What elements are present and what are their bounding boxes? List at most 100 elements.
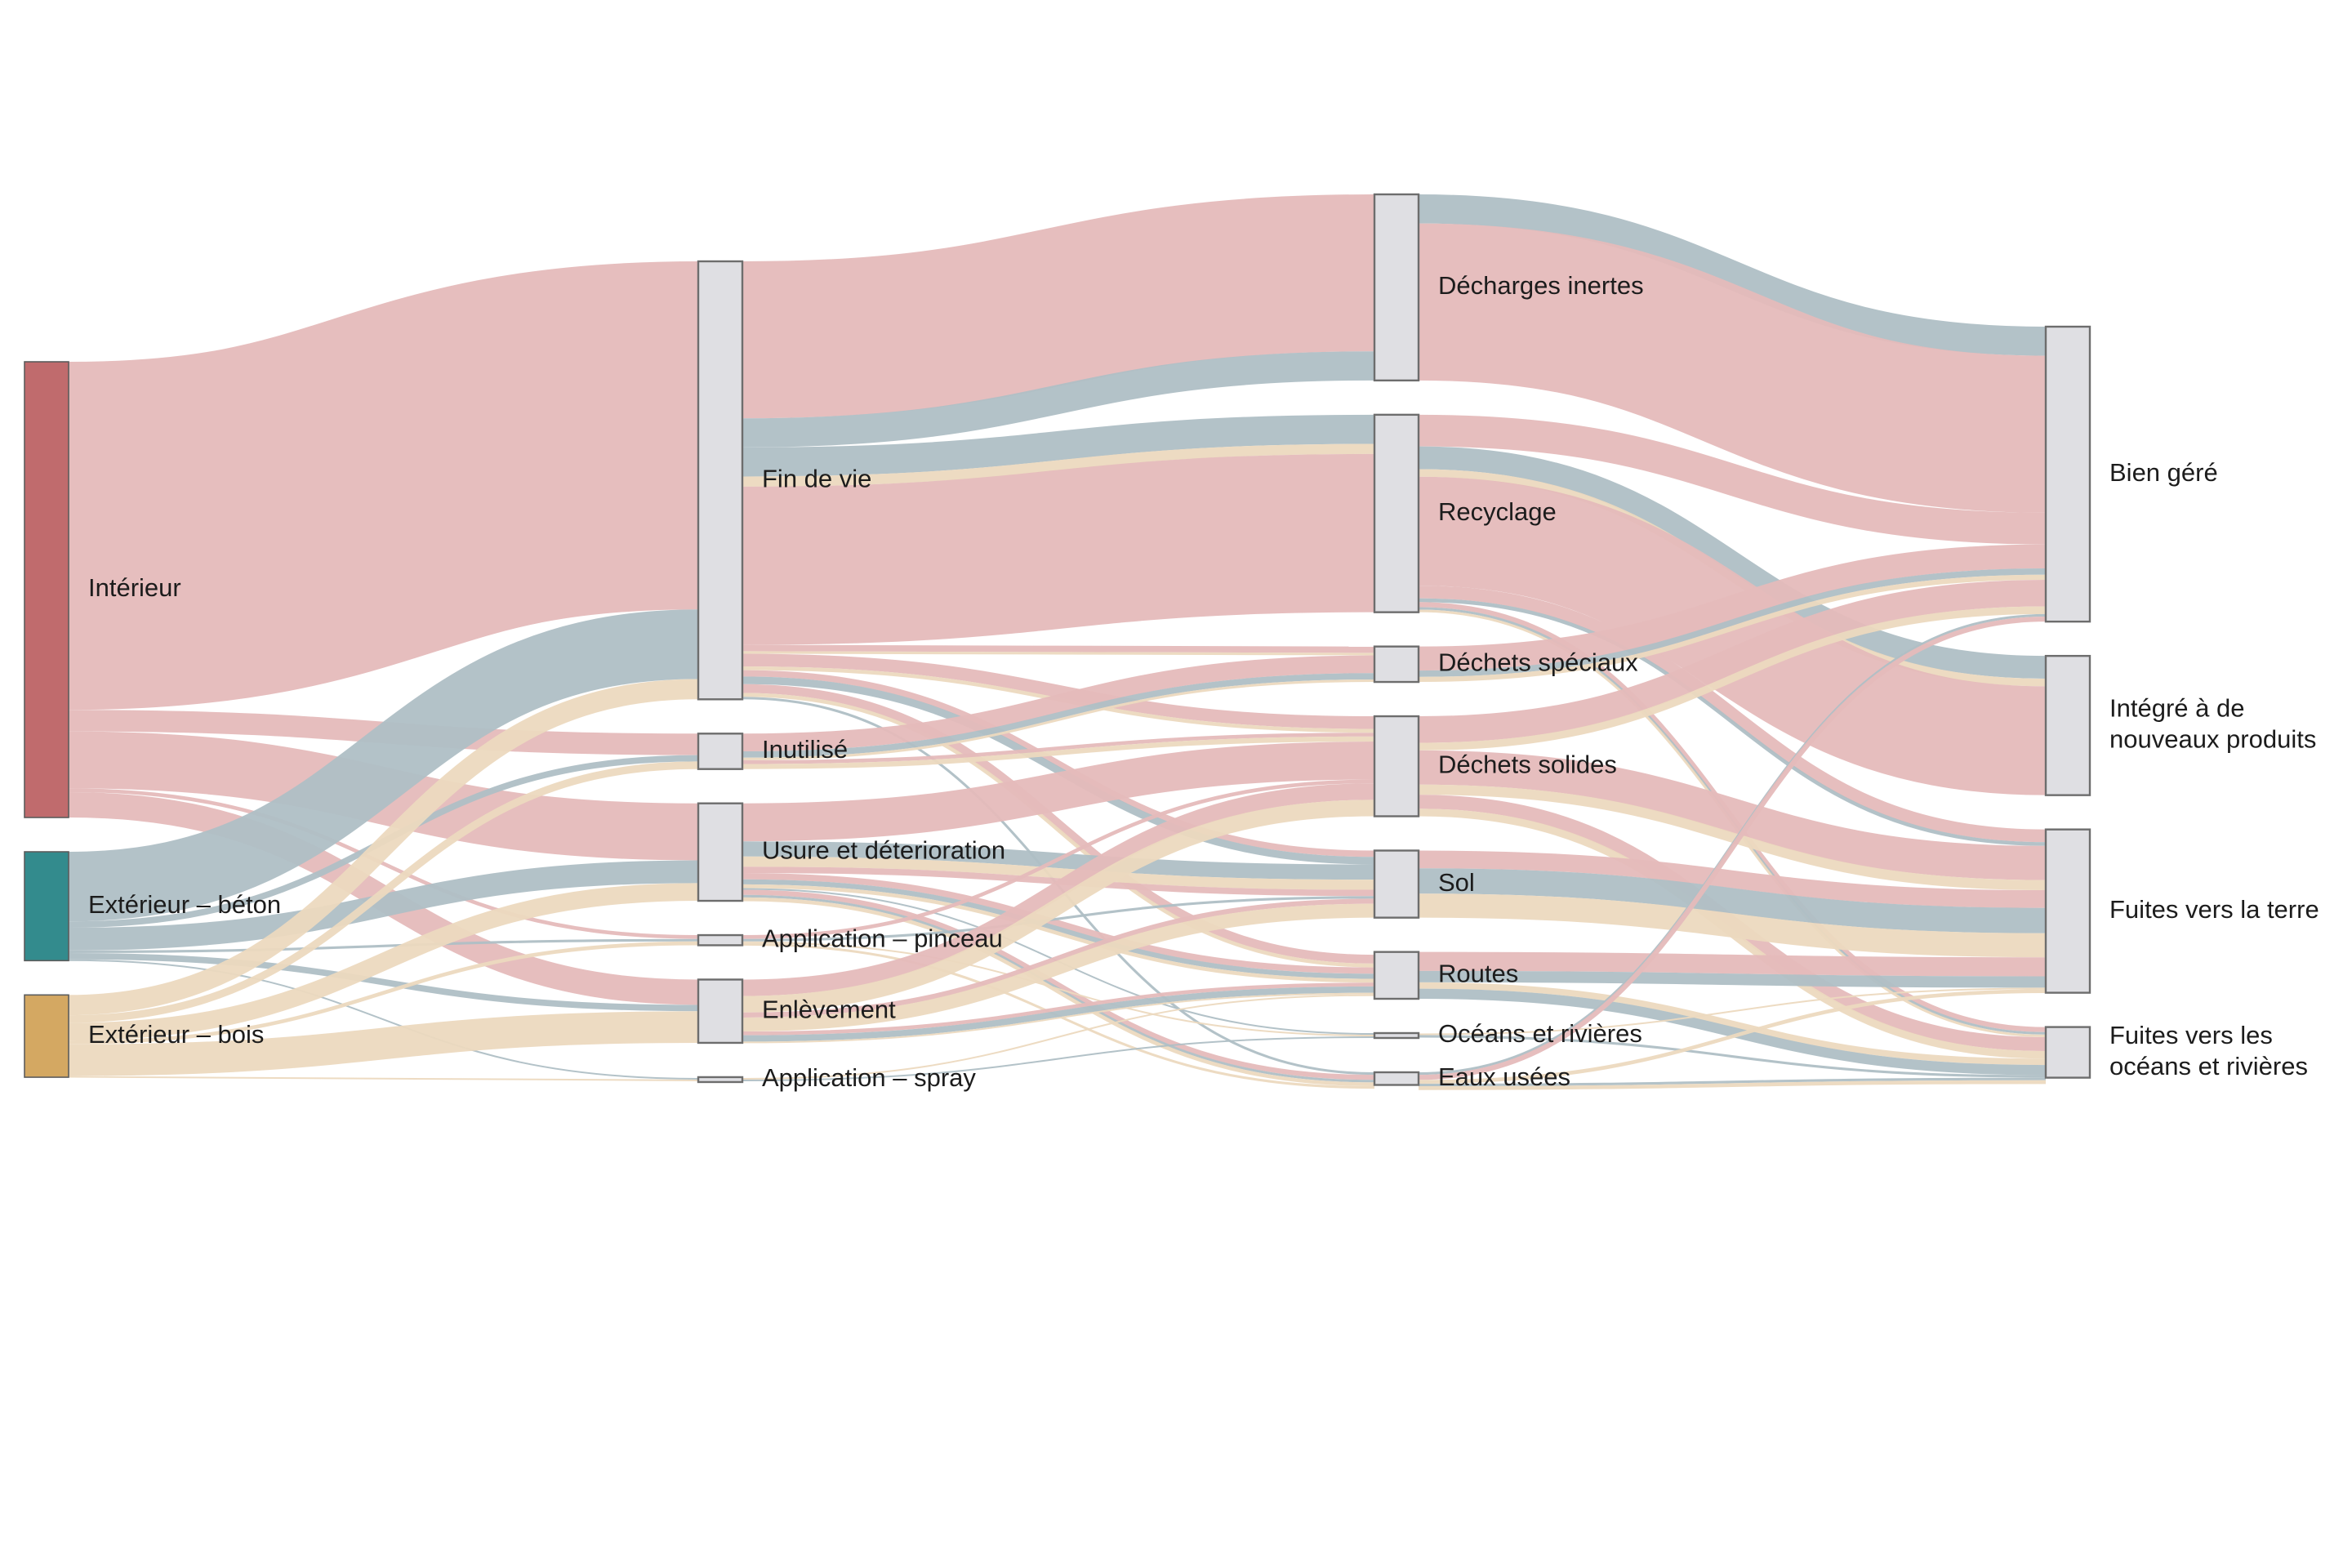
flow-fin_de_vie-to-sol (742, 676, 1375, 865)
flow-ext_bois-to-app_spray (68, 1076, 699, 1081)
flow-enlevement-to-dechets_solides (742, 800, 1375, 1013)
node-dechets_solides (1373, 715, 1420, 817)
node-app_pinceau (697, 933, 744, 947)
node-ext_bois (24, 994, 69, 1078)
label-inutilise: Inutilisé (762, 735, 848, 764)
flow-enlevement-to-dechets_solides (742, 783, 1375, 996)
flow-enlevement-to-sol (742, 903, 1375, 1031)
label-interieur: Intérieur (88, 573, 181, 602)
label-integre-line-1: Intégré à de (2109, 694, 2244, 723)
flow-oceans_rivieres-to-fuites_terre (1418, 987, 2047, 1036)
node-sol (1373, 849, 1420, 919)
label-decharges: Décharges inertes (1438, 271, 1644, 300)
label-recyclage: Recyclage (1438, 497, 1557, 526)
flow-usure-to-sol (742, 856, 1375, 890)
flow-eaux_usees-to-bien_gere (1418, 616, 2047, 1080)
label-usure: Usure et déterioration (762, 836, 1005, 865)
label-ext_bois: Extérieur – bois (88, 1020, 264, 1049)
flow-fin_de_vie-to-dechets_speciaux (742, 644, 1375, 653)
node-bien_gere (2044, 325, 2091, 623)
flow-fin_de_vie-to-dechets_solides (742, 653, 1375, 729)
flow-inutilise-to-dechets_solides (742, 733, 1375, 764)
flow-sol-to-fuites_terre (1418, 893, 2047, 958)
flow-enlevement-to-routes (742, 982, 1375, 1036)
flow-recyclage-to-fuites_terre (1418, 598, 2047, 846)
label-fin_de_vie: Fin de vie (762, 464, 871, 492)
flow-inutilise-to-dechets_speciaux (742, 679, 1375, 760)
flow-sol-to-fuites_terre (1418, 868, 2047, 933)
flow-dechets_speciaux-to-bien_gere (1418, 568, 2047, 677)
flow-recyclage-to-bien_gere (1418, 414, 2047, 545)
node-fin_de_vie (697, 260, 744, 701)
flow-usure-to-routes (742, 879, 1375, 979)
flow-ext_beton-to-app_spray (68, 959, 699, 1080)
flow-app_pinceau-to-oceans_rivieres (742, 941, 1375, 1036)
node-dechets_speciaux (1373, 645, 1420, 684)
flow-fin_de_vie-to-sol (742, 670, 1375, 858)
flow-ext_bois-to-app_pinceau (68, 941, 699, 1045)
node-interieur (24, 361, 69, 818)
flow-usure-to-eaux_usees (742, 897, 1375, 1087)
flow-recyclage-to-integre (1418, 476, 2047, 795)
label-eaux_usees: Eaux usées (1438, 1062, 1570, 1091)
label-bien_gere: Bien géré (2109, 458, 2218, 487)
flow-dechets_speciaux-to-bien_gere (1418, 574, 2047, 683)
flow-fin_de_vie-to-decharges (742, 351, 1375, 448)
node-eaux_usees (1373, 1071, 1420, 1086)
node-routes (1373, 951, 1420, 1000)
flow-ext_bois-to-inutilise (68, 761, 699, 1023)
label-oceans_rivieres: Océans et rivières (1438, 1019, 1642, 1048)
flow-usure-to-routes (742, 872, 1375, 974)
label-app_pinceau: Application – pinceau (762, 924, 1003, 952)
flow-fin_de_vie-to-routes (742, 684, 1375, 964)
label-fuites_oceans-line-2: océans et rivières (2109, 1052, 2308, 1080)
flow-oceans_rivieres-to-fuites_oceans (1418, 1035, 2047, 1078)
flow-eaux_usees-to-fuites_oceans (1418, 1077, 2047, 1087)
flow-recyclage-to-integre (1418, 446, 2047, 679)
node-decharges (1373, 193, 1420, 382)
flow-enlevement-to-routes (742, 992, 1375, 1044)
flow-fin_de_vie-to-recyclage (742, 414, 1375, 477)
flow-app_spray-to-routes (742, 994, 1375, 1080)
flow-fin_de_vie-to-recyclage (742, 453, 1375, 645)
flow-sol-to-fuites_terre (1418, 850, 2047, 908)
node-oceans_rivieres (1373, 1031, 1420, 1040)
flow-dechets_solides-to-bien_gere (1418, 580, 2047, 743)
flow-ext_beton-to-fin_de_vie (68, 609, 699, 922)
label-dechets_solides: Déchets solides (1438, 750, 1617, 778)
flow-inutilise-to-dechets_speciaux (742, 655, 1375, 751)
flow-eaux_usees-to-fuites_terre (1418, 989, 2047, 1084)
flow-fin_de_vie-to-routes (742, 693, 1375, 968)
node-enlevement (697, 978, 744, 1045)
node-app_spray (697, 1076, 744, 1084)
flow-usure-to-dechets_solides (742, 742, 1375, 842)
flow-routes-to-fuites_oceans (1418, 982, 2047, 1066)
flow-dechets_solides-to-bien_gere (1418, 606, 2047, 751)
flow-ext_beton-to-enlevement (68, 953, 699, 1012)
labels-layer: Intérieur Extérieur – béton Extérieur – bo… (88, 271, 2319, 1092)
node-inutilise (697, 733, 744, 770)
label-routes: Routes (1438, 960, 1518, 988)
flow-interieur-to-fin_de_vie (67, 261, 700, 710)
flow-inutilise-to-dechets_speciaux (742, 673, 1375, 758)
flow-dechets_speciaux-to-bien_gere (1418, 544, 2047, 671)
node-ext_beton (24, 851, 69, 962)
flow-fin_de_vie-to-recyclage (742, 443, 1375, 487)
label-integre-line-2: nouveaux produits (2109, 725, 2316, 754)
flow-app_spray-to-oceans_rivieres (742, 1036, 1375, 1081)
label-fuites_terre: Fuites vers la terre (2109, 895, 2319, 924)
flow-enlevement-to-routes (742, 986, 1375, 1042)
nodes-layer (24, 193, 2091, 1086)
flow-usure-to-eaux_usees (742, 889, 1375, 1080)
flow-routes-to-fuites_terre (1418, 970, 2047, 988)
flow-decharges-to-bien_gere (1418, 194, 2047, 356)
flow-dechets_solides-to-fuites_terre (1418, 750, 2047, 880)
flow-ext_bois-to-fin_de_vie (68, 679, 699, 1016)
flow-fin_de_vie-to-decharges (742, 194, 1375, 419)
flows-layer (67, 194, 2047, 1090)
flow-inutilise-to-dechets_solides (742, 736, 1375, 769)
flow-enlevement-to-sol (742, 898, 1375, 1018)
label-sol: Sol (1438, 868, 1475, 897)
label-app_spray: Application – spray (762, 1063, 976, 1092)
flow-decharges-to-bien_gere (1418, 223, 2047, 513)
